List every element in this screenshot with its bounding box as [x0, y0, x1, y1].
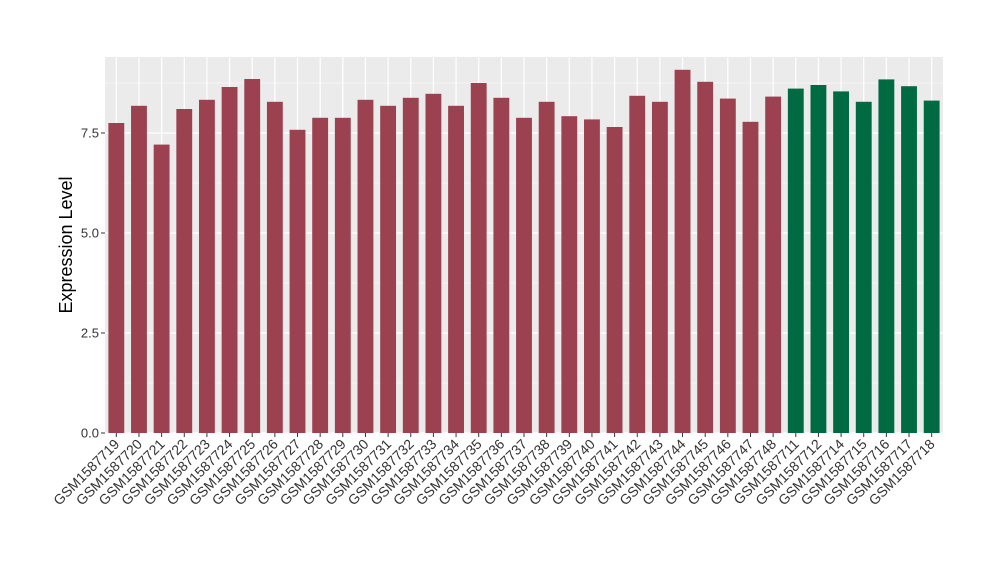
bar	[516, 117, 532, 434]
bar	[448, 105, 464, 434]
bar	[289, 129, 306, 434]
bar	[742, 121, 759, 434]
bar	[470, 83, 487, 433]
bar	[855, 101, 872, 434]
bar	[923, 100, 940, 433]
y-tick-label: 2.5	[81, 326, 99, 341]
bar	[380, 105, 397, 434]
bar	[719, 98, 736, 433]
bar	[244, 79, 261, 433]
bar	[493, 97, 510, 434]
y-tick-label: 7.5	[81, 126, 99, 141]
bar	[697, 81, 714, 434]
bar	[810, 85, 827, 433]
bar	[402, 97, 419, 434]
y-tick-label: 0.0	[81, 426, 99, 441]
bar	[606, 127, 623, 433]
bar	[538, 101, 555, 434]
bar	[108, 123, 125, 433]
bar	[312, 117, 329, 434]
bar	[765, 96, 782, 433]
bar	[901, 86, 917, 433]
bar	[357, 99, 374, 434]
bar	[584, 119, 600, 434]
bar	[153, 144, 170, 433]
bar	[334, 117, 351, 434]
bar	[266, 101, 283, 434]
bar	[878, 79, 895, 434]
bar	[629, 95, 646, 434]
y-axis: 0.0 2.5 5.0 7.5	[81, 126, 105, 441]
y-tick-label: 5.0	[81, 226, 99, 241]
bar	[833, 91, 850, 434]
bar	[176, 109, 193, 433]
bar	[131, 105, 147, 434]
y-axis-label: Expression Level	[56, 176, 76, 313]
x-axis: GSM1587719GSM1587720GSM1587721GSM1587722…	[50, 433, 938, 508]
bar	[787, 88, 804, 433]
bars	[108, 69, 940, 434]
bar	[198, 99, 215, 434]
bar	[651, 101, 668, 434]
bar	[425, 93, 442, 434]
bar	[674, 69, 691, 434]
bar	[221, 87, 238, 433]
bar	[561, 116, 578, 433]
